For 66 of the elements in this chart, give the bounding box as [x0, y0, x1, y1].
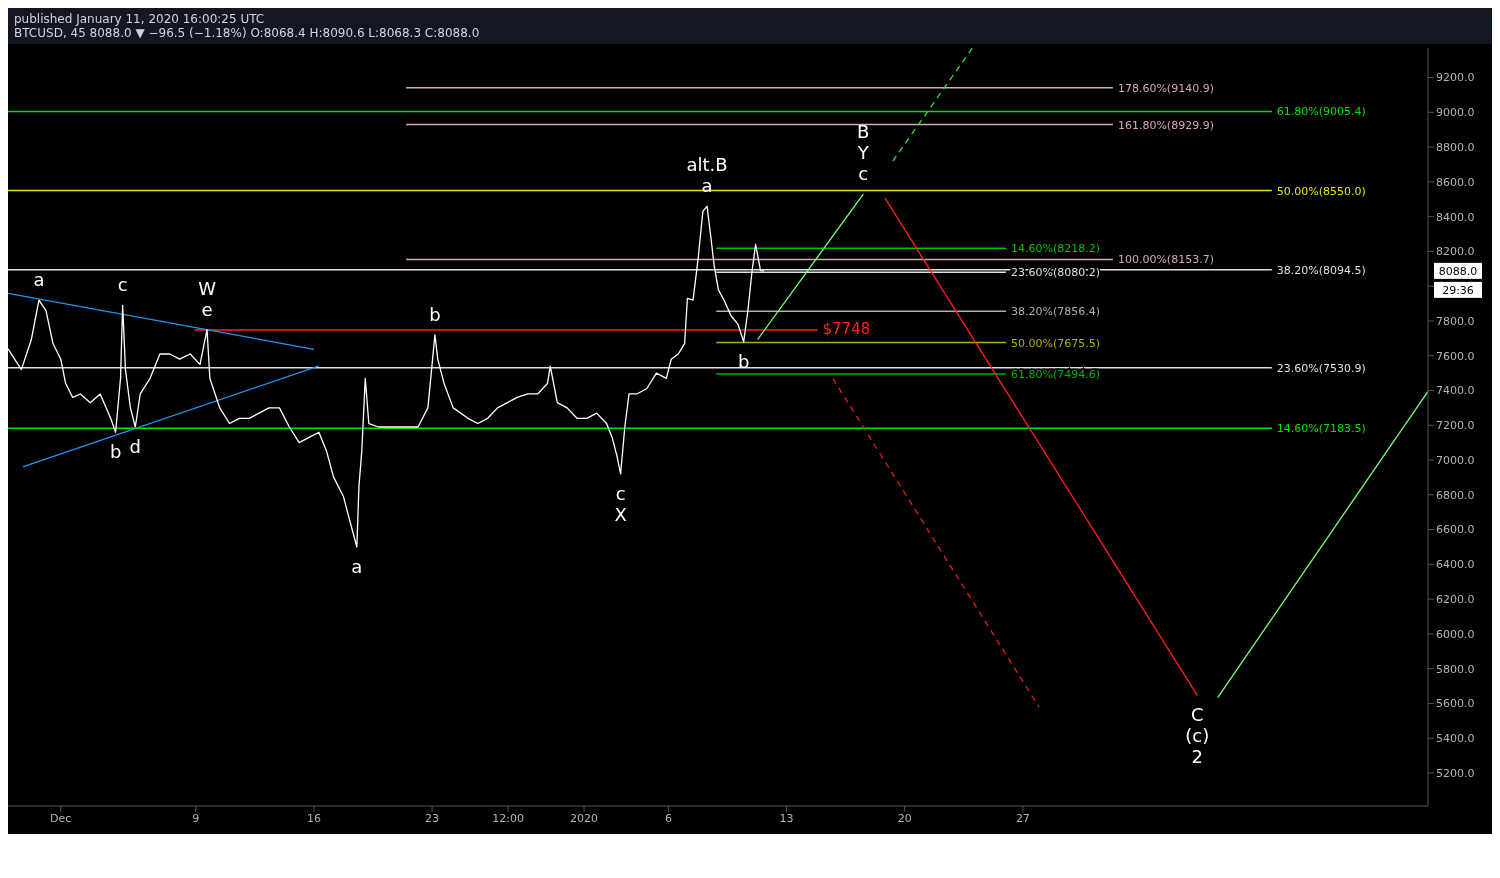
x-tick-label: 23: [425, 811, 440, 825]
series-label: 61.80%(7494.6): [1011, 368, 1101, 382]
annotation: (c): [1185, 725, 1210, 747]
y-tick-label: 7000.0: [1436, 453, 1475, 467]
y-tick-label: 6800.0: [1436, 488, 1475, 502]
x-tick-label: 20: [897, 811, 912, 825]
y-tick-label: 5400.0: [1436, 732, 1475, 746]
annotation: c: [858, 163, 869, 185]
annotation: c: [615, 482, 626, 504]
y-tick-label: 8800.0: [1436, 141, 1475, 154]
annotation: a: [351, 555, 363, 577]
series-label: 23.60%(8080.2): [1011, 266, 1101, 280]
x-tick-label: 16: [306, 811, 321, 825]
y-tick-label: 8600.0: [1436, 175, 1475, 189]
y-tick-label: 6400.0: [1436, 558, 1475, 572]
y-tick-label: 9200.0: [1436, 71, 1475, 85]
annotation: b: [429, 303, 441, 325]
x-tick-label: 13: [779, 811, 794, 825]
series-label: 38.20%(8094.5): [1276, 263, 1366, 277]
annotation: 2: [1191, 746, 1204, 768]
y-tick-label: 7200.0: [1436, 419, 1475, 433]
series-label: 61.80%(9005.4): [1276, 105, 1366, 119]
y-tick-label: 9000.0: [1436, 106, 1475, 120]
series-label: 50.00%(8550.0): [1276, 184, 1366, 198]
x-tick-label: 6: [664, 811, 672, 825]
y-tick-label: 6000.0: [1436, 627, 1475, 641]
annotation: W: [198, 277, 217, 299]
annotation: d: [129, 436, 142, 457]
chart-title: published January 11, 2020 16:00:25 UTC: [14, 12, 266, 26]
series-label: 178.60%(9140.9): [1117, 81, 1214, 95]
series-label: 23.60%(7530.9): [1276, 361, 1366, 375]
series-label: 161.80%(8929.9): [1117, 118, 1214, 132]
y-tick-label: 5800.0: [1436, 662, 1475, 676]
y-tick-label: 7600.0: [1436, 349, 1475, 363]
x-tick-label: 12:00: [492, 811, 524, 825]
y-tick-label: 7800.0: [1436, 314, 1475, 328]
series-label: 38.20%(7856.4): [1011, 305, 1101, 319]
annotation: Y: [856, 142, 870, 164]
series-label: 14.60%(8218.2): [1011, 242, 1101, 256]
series-label: 14.60%(7183.5): [1276, 422, 1366, 436]
series-label: 50.00%(7675.5): [1011, 336, 1101, 350]
x-tick-label: Dec: [50, 811, 72, 825]
text: 8088.0: [1438, 264, 1478, 278]
x-tick-label: 27: [1015, 811, 1030, 825]
annotation: e: [201, 298, 213, 320]
annotation: X: [614, 503, 627, 525]
annotation: a: [33, 269, 45, 291]
series-label: $7748: [822, 319, 871, 338]
annotation: b: [737, 350, 750, 372]
chart-subtitle: BTCUSD, 45 8088.0 ▼ −96.5 (−1.18%) O:8068.4 H:8090.6 L:8068.3 C:8088.0: [14, 26, 481, 40]
y-tick-label: 6200.0: [1436, 593, 1475, 607]
y-tick-label: 5600.0: [1436, 697, 1475, 711]
y-tick-label: 8400.0: [1436, 210, 1475, 224]
annotation: alt.B: [686, 154, 728, 176]
annotation: B: [857, 121, 870, 143]
annotation: b: [109, 441, 122, 463]
annotation: c: [117, 274, 128, 296]
text: 29:36: [1442, 283, 1474, 297]
y-tick-label: 7400.0: [1436, 384, 1475, 398]
series-label: 100.00%(8153.7): [1117, 253, 1214, 267]
x-tick-label: 9: [192, 811, 200, 825]
y-tick-label: 8200.0: [1436, 245, 1475, 259]
annotation: C: [1191, 704, 1204, 726]
y-tick-label: 6600.0: [1436, 523, 1475, 537]
x-tick-label: 2020: [570, 811, 599, 825]
y-tick-label: 5200.0: [1436, 766, 1475, 780]
